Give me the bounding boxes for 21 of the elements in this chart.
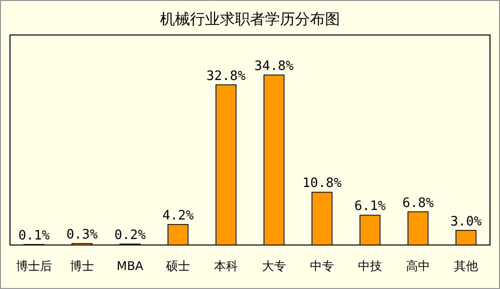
x-tick-label: 硕士 xyxy=(165,259,190,273)
data-label: 6.1% xyxy=(354,199,386,214)
data-label: 34.8% xyxy=(254,59,294,74)
x-tick-label: 大专 xyxy=(262,259,286,273)
data-label: 0.1% xyxy=(18,228,50,244)
data-label: 0.3% xyxy=(66,228,98,243)
data-label: 10.8% xyxy=(302,176,342,192)
data-label: 4.2% xyxy=(162,208,194,224)
data-label: 32.8% xyxy=(206,68,246,84)
x-tick-label: 其他 xyxy=(454,259,478,273)
data-label: 0.2% xyxy=(114,228,146,244)
data-label: 3.0% xyxy=(450,214,482,230)
x-tick-label: 中专 xyxy=(310,259,334,273)
x-tick-label: MBA xyxy=(116,259,144,273)
x-tick-label: 本科 xyxy=(214,259,238,273)
x-tick-label: 中技 xyxy=(358,259,382,273)
x-tick-label: 高中 xyxy=(406,259,430,273)
chart-title: 机械行业求职者学历分布图 xyxy=(160,10,340,28)
x-tick-label: 博士后 xyxy=(16,259,52,273)
data-label: 6.8% xyxy=(402,196,434,211)
x-tick-label: 博士 xyxy=(70,259,94,273)
